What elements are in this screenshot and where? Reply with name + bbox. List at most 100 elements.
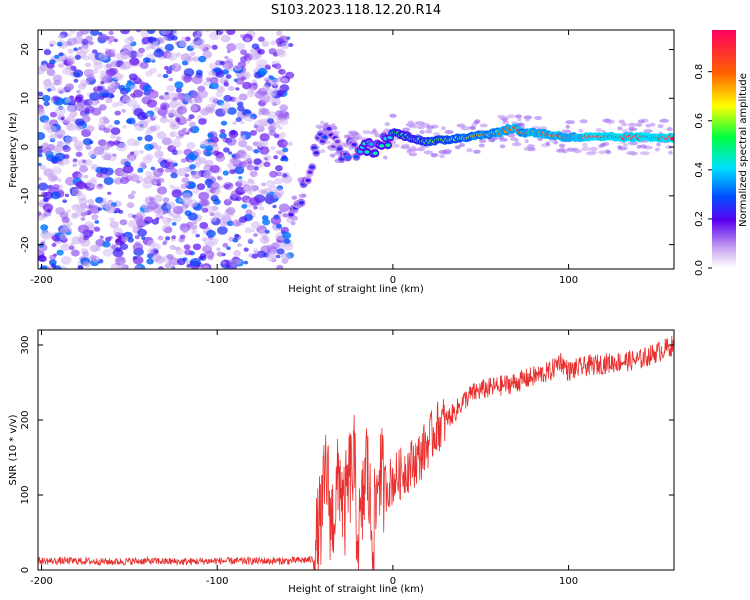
halo-speckle <box>559 147 566 152</box>
noise-speckle <box>92 68 99 74</box>
noise-speckle <box>58 52 64 57</box>
noise-speckle <box>277 242 285 248</box>
noise-speckle <box>229 158 236 164</box>
noise-speckle <box>108 82 116 88</box>
noise-speckle <box>247 87 255 94</box>
noise-speckle <box>243 260 249 265</box>
ridge-point <box>345 155 351 160</box>
noise-speckle <box>171 123 177 128</box>
noise-speckle <box>90 165 98 171</box>
noise-speckle <box>264 229 270 234</box>
noise-speckle <box>147 90 159 99</box>
halo-speckle <box>408 152 418 157</box>
noise-speckle <box>249 180 256 185</box>
halo-speckle <box>290 221 296 226</box>
noise-speckle <box>266 180 276 188</box>
y-tick-label: 20 <box>20 43 31 56</box>
noise-speckle <box>184 36 191 42</box>
snr-series-line <box>38 335 674 570</box>
noise-speckle <box>93 61 104 70</box>
halo-speckle <box>471 122 477 127</box>
noise-speckle <box>145 46 151 51</box>
noise-speckle <box>107 124 114 130</box>
noise-speckle <box>249 166 255 171</box>
noise-speckle <box>220 120 228 126</box>
noise-speckle <box>234 233 240 238</box>
noise-speckle <box>198 198 208 207</box>
noise-speckle <box>188 121 197 128</box>
noise-speckle <box>142 84 152 92</box>
noise-speckle <box>80 46 90 54</box>
halo-speckle <box>320 149 326 154</box>
halo-speckle <box>622 142 629 147</box>
noise-speckle <box>182 196 193 205</box>
noise-speckle <box>279 118 289 126</box>
halo-speckle <box>473 149 481 154</box>
noise-speckle <box>222 170 229 176</box>
noise-speckle <box>209 164 220 174</box>
noise-speckle <box>112 153 117 157</box>
noise-speckle <box>191 225 198 230</box>
noise-speckle <box>77 173 85 179</box>
noise-speckle <box>238 93 248 101</box>
noise-speckle <box>258 36 265 42</box>
noise-speckle <box>232 219 242 227</box>
noise-speckle <box>275 150 281 155</box>
halo-speckle <box>659 118 669 123</box>
ridge-point <box>322 135 328 139</box>
noise-speckle <box>168 212 174 217</box>
noise-speckle <box>257 67 268 76</box>
noise-speckle <box>235 87 240 91</box>
noise-speckle <box>43 101 50 107</box>
noise-speckle <box>249 130 257 136</box>
halo-speckle <box>534 116 543 120</box>
noise-speckle <box>226 246 231 250</box>
noise-speckle <box>259 133 270 142</box>
snr-marks <box>38 335 674 570</box>
noise-speckle <box>261 40 270 48</box>
noise-speckle <box>52 166 62 175</box>
ridge-point <box>307 170 313 174</box>
noise-speckle <box>120 30 130 35</box>
noise-speckle <box>274 177 283 185</box>
noise-speckle <box>105 97 113 104</box>
noise-speckle <box>173 162 178 167</box>
halo-speckle <box>526 147 536 152</box>
noise-speckle <box>287 141 293 147</box>
noise-speckle <box>208 237 219 246</box>
noise-speckle <box>276 89 285 97</box>
halo-speckle <box>407 120 415 125</box>
noise-speckle <box>190 91 200 99</box>
noise-speckle <box>226 162 233 168</box>
halo-speckle <box>460 126 471 131</box>
halo-speckle <box>298 193 307 198</box>
noise-speckle <box>172 214 182 223</box>
noise-speckle <box>159 116 169 124</box>
noise-speckle <box>61 158 70 165</box>
noise-speckle <box>164 263 171 269</box>
halo-speckle <box>423 150 434 155</box>
noise-speckle <box>259 146 270 155</box>
noise-speckle <box>172 97 178 102</box>
noise-speckle <box>145 70 153 77</box>
noise-speckle <box>38 248 44 256</box>
noise-speckle <box>259 236 270 244</box>
noise-speckle <box>72 163 77 167</box>
ridge-point <box>313 151 319 155</box>
halo-speckle <box>565 124 571 129</box>
noise-speckle <box>155 145 162 151</box>
halo-speckle <box>384 122 391 127</box>
noise-speckle <box>97 207 103 211</box>
noise-speckle <box>70 136 78 143</box>
noise-speckle <box>119 219 128 226</box>
noise-speckle <box>46 69 56 76</box>
noise-speckle <box>253 233 258 237</box>
noise-speckle <box>174 81 184 89</box>
halo-speckle <box>383 155 388 160</box>
noise-speckle <box>133 175 144 184</box>
halo-speckle <box>329 153 336 158</box>
noise-speckle <box>251 253 258 259</box>
snr-panel: -200 -100 0 100 0 100 200 300 Height of straig… <box>8 329 675 595</box>
noise-speckle <box>249 51 260 61</box>
